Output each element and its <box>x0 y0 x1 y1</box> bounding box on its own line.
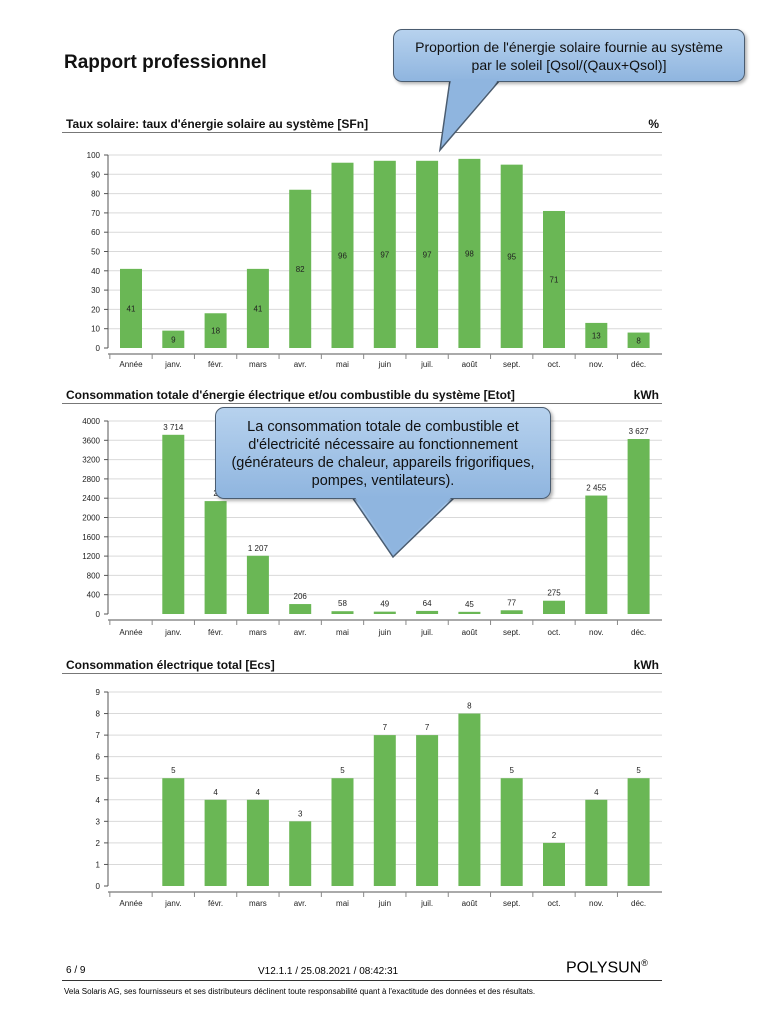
bar-févr. <box>204 313 227 348</box>
data-label: 41 <box>127 304 136 313</box>
bar-juin <box>373 160 396 348</box>
data-label: 97 <box>423 250 432 259</box>
y-tick-label: 50 <box>91 248 100 257</box>
x-tick-label: janv. <box>164 360 181 369</box>
y-tick-label: 20 <box>91 305 100 314</box>
y-tick-label: 40 <box>91 267 100 276</box>
divider <box>62 403 662 404</box>
chart-title-solar-fraction: Taux solaire: taux d'énergie solaire au … <box>66 117 369 131</box>
bar-août <box>458 158 481 348</box>
data-label: 71 <box>550 275 559 284</box>
y-tick-label: 10 <box>91 325 100 334</box>
bar-déc. <box>627 332 650 348</box>
bar-mai <box>331 162 354 348</box>
data-label: 18 <box>211 327 220 336</box>
data-label: 8 <box>636 336 641 345</box>
data-label: 97 <box>380 250 389 259</box>
callout-solar-fraction: Proportion de l'énergie solaire fournie … <box>393 29 745 82</box>
chart-title-total-energy: Consommation totale d'énergie électrique… <box>66 388 515 402</box>
x-tick-label: nov. <box>589 360 604 369</box>
bar-avr. <box>289 189 312 348</box>
polysun-logo: POLYSUN® <box>566 958 648 977</box>
page-number: 6 / 9 <box>66 965 86 976</box>
disclaimer: Vela Solaris AG, ses fournisseurs et ses… <box>64 987 536 996</box>
callout-total-energy: La consommation totale de combustible et… <box>215 407 551 499</box>
x-tick-label: mars <box>249 360 267 369</box>
chart-title-electric: Consommation électrique total [Ecs] <box>66 658 275 672</box>
y-tick-label: 60 <box>91 228 100 237</box>
x-tick-label: oct. <box>548 360 561 369</box>
data-label: 82 <box>296 265 305 274</box>
chart-unit-electric: kWh <box>633 658 659 672</box>
chart-unit-total-energy: kWh <box>633 388 659 402</box>
divider <box>62 132 662 133</box>
bar-janv. <box>162 330 185 348</box>
data-label: 41 <box>253 304 262 313</box>
bar-mars <box>246 268 269 348</box>
data-label: 13 <box>592 331 601 340</box>
bar-Année <box>120 268 142 348</box>
y-tick-label: 90 <box>91 170 100 179</box>
version-info: V12.1.1 / 25.08.2021 / 08:42:31 <box>258 966 399 977</box>
divider <box>62 673 662 674</box>
footer-divider <box>62 980 662 981</box>
y-tick-label: 0 <box>96 344 101 353</box>
y-tick-label: 30 <box>91 286 100 295</box>
chart-unit-solar-fraction: % <box>648 117 659 131</box>
x-tick-label: déc. <box>631 360 646 369</box>
logo-mark: ® <box>641 958 648 968</box>
x-tick-label: juin <box>378 360 391 369</box>
x-tick-label: juil. <box>420 360 433 369</box>
x-tick-label: août <box>462 360 478 369</box>
data-label: 9 <box>171 335 176 344</box>
x-tick-label: févr. <box>208 360 223 369</box>
y-tick-label: 100 <box>87 151 101 160</box>
bar-nov. <box>585 322 608 348</box>
data-label: 95 <box>507 252 516 261</box>
x-tick-label: Année <box>119 360 143 369</box>
x-tick-label: sept. <box>503 360 520 369</box>
bar-oct. <box>543 210 565 348</box>
x-tick-label: mai <box>336 360 349 369</box>
x-tick-label: avr. <box>294 360 307 369</box>
data-label: 96 <box>338 251 347 260</box>
logo-text: POLYSUN <box>566 959 642 977</box>
data-label: 98 <box>465 249 474 258</box>
bar-juil. <box>416 160 439 348</box>
y-tick-label: 70 <box>91 209 100 218</box>
y-tick-label: 80 <box>91 190 100 199</box>
bar-sept. <box>500 164 523 348</box>
page-title: Rapport professionnel <box>64 52 267 73</box>
